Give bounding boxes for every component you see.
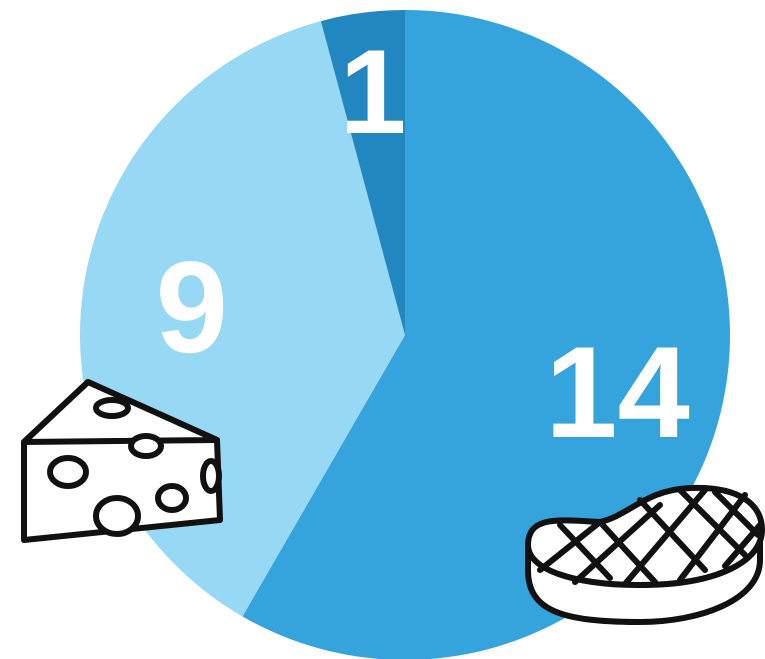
pie-slice-14 (242, 10, 730, 659)
data-label-9: 9 (156, 234, 228, 380)
pie-labels: 14 91 (156, 25, 690, 465)
data-label-14: 14 (545, 319, 690, 465)
steak-icon (525, 484, 765, 625)
data-label-1: 1 (340, 25, 407, 159)
pie-slice-1 (320, 10, 405, 335)
cheese-icon (21, 379, 223, 543)
